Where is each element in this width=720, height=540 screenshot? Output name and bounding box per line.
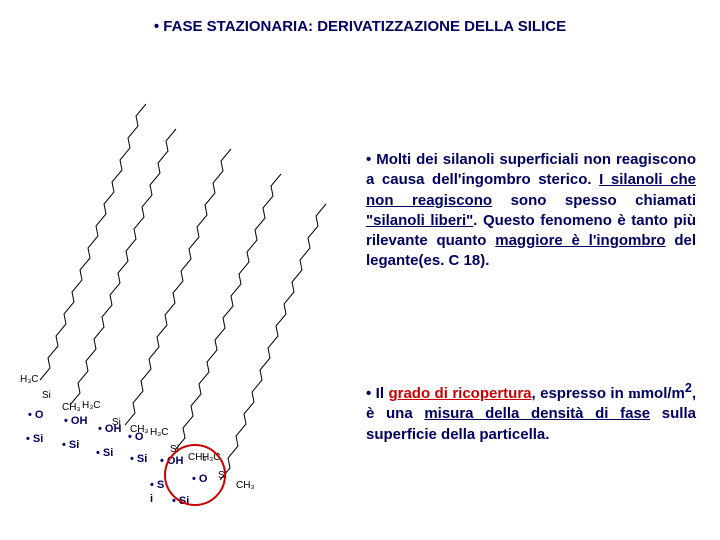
svg-text:• Si: • Si (130, 453, 147, 465)
svg-text:• Si: • Si (26, 433, 43, 445)
svg-text:H₃C: H₃C (150, 427, 169, 438)
svg-text:H₃C: H₃C (202, 452, 221, 463)
p2-misura: misura della densità di fase (424, 405, 650, 422)
svg-text:• Si: • Si (62, 439, 79, 451)
svg-text:• OH: • OH (64, 415, 87, 427)
page-title: • FASE STAZIONARIA: DERIVATIZZAZIONE DEL… (0, 18, 720, 35)
p2-unit2: mol/m (641, 385, 685, 402)
svg-text:• OH: • OH (98, 423, 121, 435)
p2-grado: grado di ricopertura (388, 385, 531, 402)
paragraph-2: • Il grado di ricopertura, espresso in m… (366, 380, 696, 445)
p1-emph: maggiore è l'ingombro (495, 232, 665, 249)
svg-text:CH₃: CH₃ (236, 480, 255, 491)
svg-text:• S: • S (150, 479, 164, 491)
svg-text:Si: Si (42, 390, 51, 401)
svg-text:i: i (150, 493, 153, 505)
svg-text:• O: • O (128, 431, 144, 443)
p1-term: "silanoli liberi" (366, 212, 473, 229)
p2-sup: 2 (685, 381, 692, 395)
p2-pre: • Il (366, 385, 388, 402)
p2-unit1: m (628, 386, 641, 402)
svg-text:CH₃: CH₃ (62, 402, 81, 413)
molecule-diagram: H₃C Si CH₃ H₃C Si CH₃ H₃C Si CH₃ H₃C Si … (20, 80, 300, 510)
p1-mid1: sono spesso chiamati (492, 192, 696, 209)
annotation-cluster: • O • OH • OH • O • Si • Si • Si • Si • … (26, 409, 208, 507)
svg-text:• O: • O (192, 473, 208, 485)
svg-text:H₃C: H₃C (82, 400, 101, 411)
svg-text:H₃C: H₃C (20, 374, 39, 385)
svg-text:• Si: • Si (96, 447, 113, 459)
p2-mid1: , espresso in (532, 385, 629, 402)
paragraph-1: • Molti dei silanoli superficiali non re… (366, 150, 696, 272)
svg-text:• O: • O (28, 409, 44, 421)
